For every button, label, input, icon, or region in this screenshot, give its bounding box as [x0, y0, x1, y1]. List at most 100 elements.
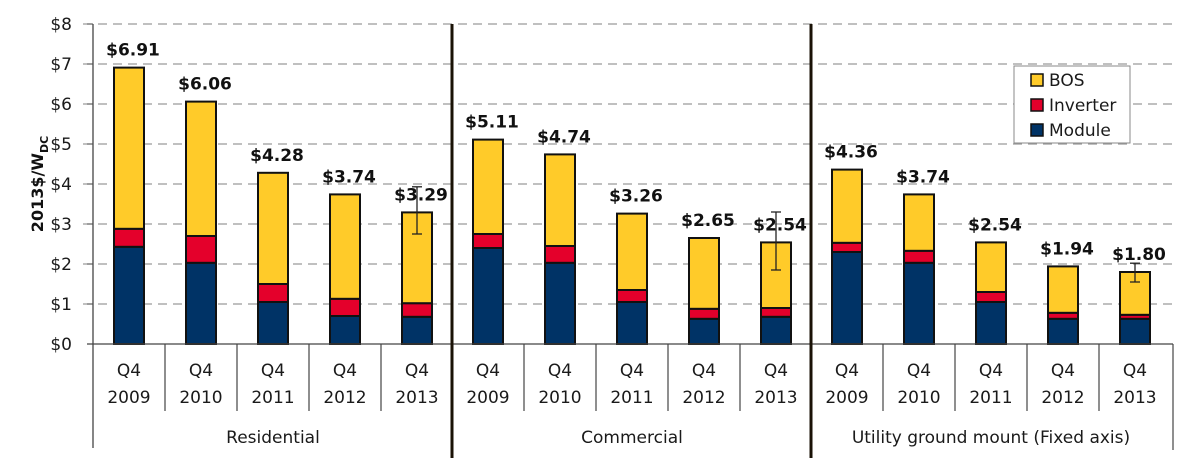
category-label-year: 2012 [1041, 388, 1084, 408]
y-tick-label: $6 [50, 95, 72, 115]
bar-stack: $1.80 [1112, 245, 1166, 345]
y-tick-label: $2 [50, 255, 72, 275]
bar-stack: $4.36 [824, 143, 878, 345]
category-label-quarter: Q4 [1051, 361, 1075, 381]
category-label-quarter: Q4 [1123, 361, 1147, 381]
module-segment [975, 301, 1007, 345]
total-label: $1.94 [1040, 239, 1094, 259]
legend-label: Inverter [1049, 96, 1116, 116]
bar-stack: $6.06 [178, 75, 232, 345]
legend-item: Module [1030, 121, 1111, 141]
total-label: $4.28 [250, 146, 304, 166]
category-label-quarter: Q4 [764, 361, 788, 381]
bos-segment [257, 171, 289, 285]
category-label-year: 2013 [395, 388, 438, 408]
category-label-year: 2012 [682, 388, 725, 408]
category-label-quarter: Q4 [835, 361, 859, 381]
y-tick-label: $0 [50, 335, 72, 355]
inverter-segment [401, 302, 433, 318]
total-label: $3.74 [322, 167, 376, 187]
bos-segment [1119, 271, 1151, 316]
inverter-segment [472, 233, 504, 249]
module-segment [113, 245, 145, 345]
category-label-quarter: Q4 [620, 361, 644, 381]
category-label-quarter: Q4 [405, 361, 429, 381]
module-segment [831, 251, 863, 345]
y-axis-ticks: $0 $1 $2 $3 $4 $5 $6 $7 $8 [50, 15, 93, 355]
bar-stack: $4.28 [250, 146, 304, 345]
bar-stack: $2.54 [968, 215, 1022, 345]
category-label-quarter: Q4 [979, 361, 1003, 381]
category-label-quarter: Q4 [548, 361, 572, 381]
total-label: $6.91 [106, 41, 160, 61]
legend-label: BOS [1049, 71, 1085, 91]
x-axis-labels: Q4 2009 Q4 2010 Q4 2011 Q4 2012 Q4 2013 Residentia… [107, 361, 1156, 448]
y-tick-label: $4 [50, 175, 72, 195]
module-segment [616, 301, 648, 345]
total-label: $2.65 [681, 211, 735, 231]
total-label: $3.74 [896, 167, 950, 187]
bos-segment [113, 66, 145, 230]
category-label-quarter: Q4 [261, 361, 285, 381]
bar-stack: $4.74 [537, 127, 591, 345]
y-axis-label: 2013$/WDC [28, 136, 51, 232]
bos-segment [472, 138, 504, 236]
category-label-year: 2009 [466, 388, 509, 408]
bos-segment [831, 168, 863, 244]
y-tick-label: $5 [50, 135, 72, 155]
category-label-quarter: Q4 [907, 361, 931, 381]
y-axis-label-subscript: DC [38, 136, 51, 153]
category-label-year: 2009 [825, 388, 868, 408]
category-label-year: 2013 [754, 388, 797, 408]
bar-stack: $5.11 [465, 113, 519, 345]
group-label: Utility ground mount (Fixed axis) [852, 428, 1130, 448]
y-tick-label: $7 [50, 55, 72, 75]
legend-swatch [1030, 73, 1044, 87]
category-label-year: 2011 [969, 388, 1012, 408]
bar-stack: $3.26 [609, 187, 663, 345]
total-label: $3.29 [394, 185, 448, 205]
bos-segment [1047, 265, 1079, 314]
bar-stack: $3.74 [896, 167, 950, 345]
category-label-year: 2011 [610, 388, 653, 408]
module-segment [760, 315, 792, 345]
y-tick-label: $3 [50, 215, 72, 235]
module-segment [472, 247, 504, 345]
total-label: $2.54 [968, 215, 1022, 235]
category-label-year: 2012 [323, 388, 366, 408]
bos-segment [903, 193, 935, 252]
legend-item: Inverter [1030, 96, 1116, 116]
inverter-segment [975, 291, 1007, 303]
category-label-quarter: Q4 [333, 361, 357, 381]
module-segment [544, 261, 576, 345]
module-segment [1047, 317, 1079, 345]
legend-label: Module [1049, 121, 1111, 141]
bos-segment [544, 153, 576, 247]
legend-swatch [1030, 98, 1044, 112]
inverter-segment [903, 249, 935, 264]
inverter-segment [831, 241, 863, 254]
bar-stack: $2.54 [753, 211, 807, 345]
total-label: $1.80 [1112, 245, 1166, 265]
category-label-year: 2010 [179, 388, 222, 408]
module-segment [329, 315, 361, 345]
y-tick-label: $1 [50, 295, 72, 315]
bar-stack: $6.91 [106, 41, 160, 345]
inverter-segment [113, 227, 145, 248]
category-label-year: 2010 [538, 388, 581, 408]
legend-item: BOS [1030, 71, 1085, 91]
module-segment [257, 301, 289, 345]
module-segment [185, 261, 217, 345]
inverter-segment [688, 307, 720, 320]
total-label: $4.74 [537, 127, 591, 147]
category-label-year: 2013 [1113, 388, 1156, 408]
total-label: $2.54 [753, 215, 807, 235]
module-segment [688, 317, 720, 345]
category-label-quarter: Q4 [476, 361, 500, 381]
y-tick-label: $8 [50, 15, 72, 35]
module-segment [401, 315, 433, 345]
category-label-year: 2011 [251, 388, 294, 408]
total-label: $4.36 [824, 143, 878, 163]
category-label-year: 2010 [897, 388, 940, 408]
bars: $6.91 $6.06 $4.28 $3.74 $3.29 $5.11 $4.74 $3.26… [106, 41, 1166, 345]
